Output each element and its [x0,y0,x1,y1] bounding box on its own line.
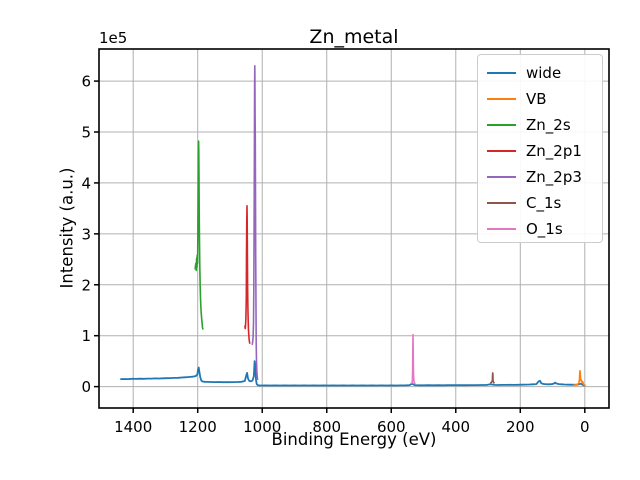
series-line-C_1s [489,372,495,384]
x-tick-label: 1400 [114,418,152,436]
legend-line-sample-C_1s [487,202,516,204]
legend-entry-Zn_2p1: Zn_2p1 [487,138,602,164]
legend-entry-VB: VB [487,86,602,112]
y-tick-label: 1 [81,327,91,345]
legend-entry-Zn_2p3: Zn_2p3 [487,164,602,190]
legend-entry-C_1s: C_1s [487,190,602,216]
legend-entry-wide: wide [487,60,602,86]
x-tick-label: 600 [377,418,406,436]
series-group [120,65,586,387]
x-tick-label: 200 [506,418,535,436]
chart-title: Zn_metal [309,26,399,48]
y-tick-label: 5 [81,124,91,142]
series-line-VB [573,369,586,387]
legend-line-sample-wide [487,72,516,74]
x-tick-label: 0 [580,418,590,436]
y-axis-offset-text: 1e5 [99,29,128,47]
legend-label: wide [526,64,562,82]
y-tick-label: 6 [81,73,91,91]
legend-line-sample-Zn_2p1 [487,150,516,152]
x-tick-label: 800 [312,418,341,436]
x-axis-label: Binding Energy (eV) [271,430,437,449]
series-line-Zn_2s [194,140,204,330]
series-line-Zn_2p3 [251,65,259,381]
legend-line-sample-Zn_2p3 [487,176,516,178]
legend-label: Zn_2p3 [526,168,582,186]
y-tick-label: 2 [81,276,91,294]
series-line-O_1s [410,333,416,385]
y-tick-label: 0 [81,378,91,396]
series-line-Zn_2p1 [244,205,251,344]
legend-label: C_1s [526,194,562,212]
legend-entry-O_1s: O_1s [487,216,602,242]
x-tick-label: 1200 [179,418,217,436]
legend-label: Zn_2p1 [526,142,582,160]
series-line-wide [120,360,586,387]
legend-entry-Zn_2s: Zn_2s [487,112,602,138]
legend: wide VB Zn_2s Zn_2p1 Zn_2p3 C_1s O_1s [477,54,603,243]
y-axis-label: Intensity (a.u.) [57,167,77,289]
y-tick-label: 4 [81,174,91,192]
legend-label: O_1s [526,220,563,238]
y-tick-label: 3 [81,225,91,243]
legend-line-sample-O_1s [487,228,516,230]
axes-frame [98,48,610,409]
legend-label: VB [526,90,547,108]
x-tick-label: 1000 [243,418,281,436]
legend-label: Zn_2s [526,116,571,134]
x-tick-label: 400 [441,418,470,436]
legend-line-sample-VB [487,98,516,100]
legend-line-sample-Zn_2s [487,124,516,126]
